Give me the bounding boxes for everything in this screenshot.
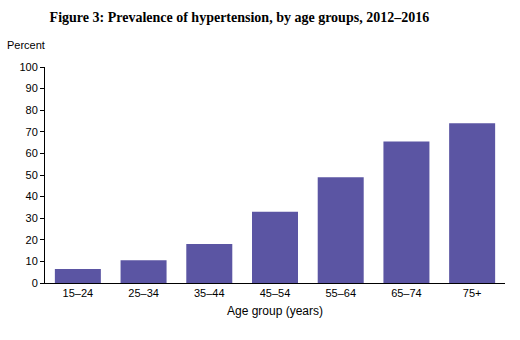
svg-text:75+: 75+ (463, 287, 482, 299)
svg-text:10: 10 (26, 255, 38, 267)
svg-text:65–74: 65–74 (391, 287, 422, 299)
svg-text:30: 30 (26, 212, 38, 224)
svg-text:15–24: 15–24 (63, 287, 94, 299)
svg-text:70: 70 (26, 126, 38, 138)
svg-text:90: 90 (26, 82, 38, 94)
svg-text:40: 40 (26, 190, 38, 202)
svg-text:25–34: 25–34 (128, 287, 159, 299)
svg-text:55–64: 55–64 (325, 287, 356, 299)
svg-text:Age group (years): Age group (years) (227, 304, 323, 318)
svg-text:50: 50 (26, 169, 38, 181)
svg-text:Figure 3: Prevalence of hypert: Figure 3: Prevalence of hypertension, by… (50, 10, 430, 25)
svg-text:Percent: Percent (7, 39, 45, 51)
svg-text:20: 20 (26, 234, 38, 246)
svg-text:100: 100 (19, 61, 37, 73)
svg-text:0: 0 (32, 277, 38, 289)
svg-text:80: 80 (26, 104, 38, 116)
svg-text:60: 60 (26, 147, 38, 159)
svg-text:45–54: 45–54 (260, 287, 291, 299)
svg-text:35–44: 35–44 (194, 287, 225, 299)
